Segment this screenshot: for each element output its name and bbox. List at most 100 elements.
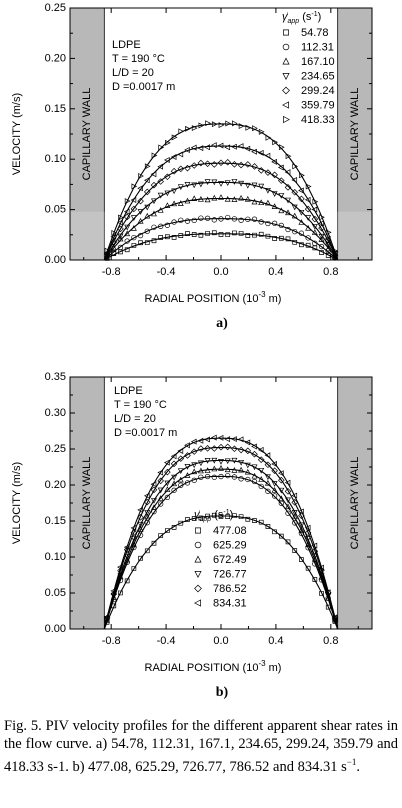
point [231,457,238,464]
point [291,188,299,196]
point [150,171,157,178]
point [278,235,284,241]
x-axis-label: RADIAL POSITION (10-3 m) [145,659,282,674]
point [272,236,277,241]
fit-curve-726.77 [103,459,339,630]
point [251,216,258,222]
legend-marker [195,527,201,534]
point [103,615,110,622]
point [311,215,319,223]
point [150,481,157,488]
caption-end: . [356,758,360,775]
panel-label: b) [216,685,229,700]
panel-label: a) [216,316,228,331]
point [185,125,191,132]
series-786.52 [103,443,339,623]
point [244,182,251,189]
point [238,180,245,187]
point [110,587,117,594]
point [292,520,298,526]
point [158,235,164,240]
point [305,235,311,241]
point [238,459,245,466]
point [151,224,157,230]
point [150,486,158,494]
caption-sup: −1 [346,757,357,767]
legend-marker [194,584,202,593]
point [197,181,204,188]
point [264,452,271,459]
point [244,462,251,469]
y-tick-label: 0.10 [45,153,66,165]
point [211,217,217,223]
info-line: D =0.0017 m [112,81,175,93]
point [238,123,245,130]
point [211,445,218,452]
point [271,467,278,475]
point [190,448,198,455]
point [124,578,130,584]
series-672.49 [104,465,338,623]
point [231,179,238,185]
point [318,564,324,571]
info-line: LDPE [112,39,141,51]
fit-curve-625.29 [103,475,339,630]
point [131,243,137,248]
legend-label: 167.10 [301,56,335,68]
point [217,443,225,451]
point [123,544,130,551]
point [164,156,170,163]
point [205,513,210,519]
y-tick-label: 0.00 [45,254,66,266]
point [137,185,143,192]
point [204,458,211,464]
point [164,173,171,181]
legend-marker [194,555,202,563]
point [238,217,244,223]
point [150,181,158,189]
point [291,499,299,506]
x-tick-label: -0.8 [102,635,121,647]
point [158,144,165,151]
point [197,460,204,467]
point [211,179,218,186]
point [245,476,251,483]
point [318,220,324,227]
point [238,514,244,520]
point [191,195,198,201]
fit-curve-299.24 [103,162,339,261]
y-tick-label: 0.20 [45,479,66,491]
legend-marker [283,29,289,36]
point [291,513,298,520]
point [278,177,285,184]
point [231,436,237,443]
point [244,161,252,168]
point [144,548,150,554]
point [325,604,331,610]
y-tick-label: 0.20 [45,52,66,64]
point [278,207,285,214]
point [110,233,117,240]
point [198,515,204,521]
point [124,224,131,231]
point [211,512,217,518]
info-line: T = 190 °C [114,399,167,411]
point [157,206,164,213]
point [305,541,312,548]
point [225,120,232,127]
point [151,198,157,205]
point [204,215,211,221]
legend-label: 418.33 [301,114,335,126]
point [277,164,284,171]
point [165,234,170,240]
point [305,242,311,248]
point [231,474,238,480]
legend-label: 299.24 [301,85,335,97]
point [184,472,191,478]
point [198,215,204,221]
point [318,233,325,240]
point [177,468,184,475]
point [245,216,251,222]
point [245,124,252,131]
x-tick-label: -0.8 [102,266,121,278]
